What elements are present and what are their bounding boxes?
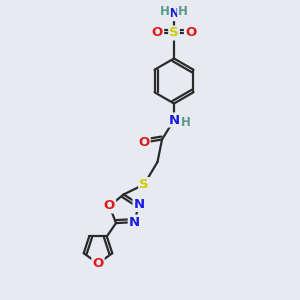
Text: N: N [168, 7, 180, 20]
Text: S: S [169, 26, 179, 40]
Text: O: O [104, 200, 115, 212]
Text: O: O [152, 26, 163, 40]
Text: O: O [185, 26, 196, 40]
Text: S: S [139, 178, 149, 191]
Text: O: O [92, 257, 104, 270]
Text: H: H [178, 4, 188, 18]
Text: H: H [181, 116, 190, 129]
Text: O: O [138, 136, 150, 149]
Text: N: N [134, 198, 145, 211]
Text: H: H [160, 4, 170, 18]
Text: N: N [129, 216, 140, 229]
Text: N: N [168, 113, 180, 127]
